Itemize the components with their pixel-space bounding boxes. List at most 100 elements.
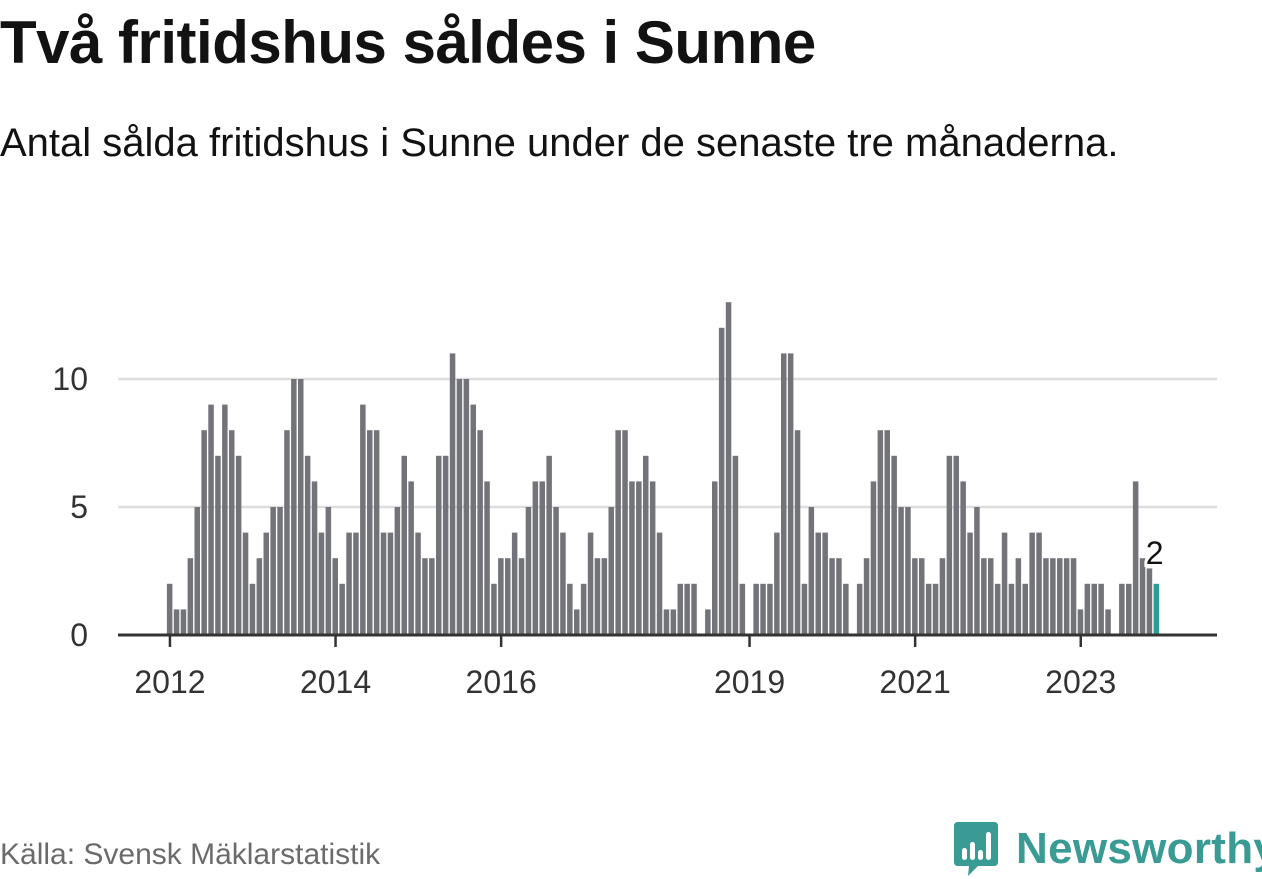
bar xyxy=(1008,583,1015,635)
bar xyxy=(594,558,601,635)
bar xyxy=(815,532,821,635)
bar xyxy=(925,583,932,635)
bar xyxy=(553,507,559,635)
x-tick-label: 2012 xyxy=(134,664,205,700)
bar xyxy=(291,379,297,635)
bar xyxy=(981,558,987,635)
bar xyxy=(215,455,221,635)
bar xyxy=(919,558,925,635)
bar xyxy=(670,609,677,635)
bar xyxy=(643,455,649,635)
bar xyxy=(705,609,711,635)
bar xyxy=(732,455,739,635)
bar xyxy=(470,404,476,635)
bar xyxy=(649,481,656,635)
bar xyxy=(912,558,918,635)
bar xyxy=(774,532,780,635)
bar xyxy=(1084,583,1091,635)
bar xyxy=(1070,558,1077,635)
source-note: Källa: Svensk Mäklarstatistik xyxy=(0,838,381,871)
bar xyxy=(787,353,794,635)
bar xyxy=(560,532,566,635)
bar xyxy=(1091,583,1097,635)
y-tick-label: 0 xyxy=(70,617,88,653)
bar-highlight xyxy=(1153,583,1160,635)
bar xyxy=(960,481,966,635)
bar xyxy=(684,583,690,635)
x-tick-label: 2019 xyxy=(714,664,785,700)
bar xyxy=(511,532,518,635)
bars xyxy=(166,302,1160,635)
bar xyxy=(946,455,953,635)
x-tick-label: 2023 xyxy=(1045,664,1116,700)
bar xyxy=(429,558,435,635)
bar xyxy=(856,583,863,635)
bar xyxy=(277,507,283,635)
bar xyxy=(318,532,325,635)
chart-title: Två fritidshus såldes i Sunne xyxy=(0,9,816,76)
newsworthy-logo-icon xyxy=(954,822,998,876)
y-tick-label: 5 xyxy=(70,489,88,525)
bar xyxy=(760,583,766,635)
bar xyxy=(532,481,539,635)
bar xyxy=(898,507,904,635)
bar xyxy=(1077,609,1084,635)
bar xyxy=(636,481,642,635)
bar-chart: 0 5 10 2012 2014 2016 2019 2021 2023 2 xyxy=(52,302,1217,700)
bar xyxy=(235,455,242,635)
bar xyxy=(1126,583,1132,635)
bar xyxy=(1057,558,1063,635)
bar xyxy=(1029,532,1035,635)
bar xyxy=(1015,558,1022,635)
bar xyxy=(1022,583,1028,635)
bar xyxy=(822,532,828,635)
bar xyxy=(166,583,173,635)
bar xyxy=(477,430,483,635)
bar xyxy=(270,507,276,635)
bar xyxy=(415,532,421,635)
bar xyxy=(877,430,884,635)
bar xyxy=(387,532,394,635)
bar xyxy=(1050,558,1056,635)
bar xyxy=(932,583,939,635)
bar xyxy=(456,379,463,635)
bar xyxy=(249,583,256,635)
bar xyxy=(988,558,994,635)
bar xyxy=(367,430,373,635)
bar xyxy=(794,430,801,635)
bar xyxy=(311,481,318,635)
bar xyxy=(222,404,228,635)
bar xyxy=(1132,481,1139,635)
bar xyxy=(718,327,725,635)
bar xyxy=(518,558,525,635)
x-tick-label: 2014 xyxy=(300,664,371,700)
bar xyxy=(863,558,870,635)
bar xyxy=(953,455,959,635)
bar xyxy=(242,532,249,635)
bar xyxy=(974,507,980,635)
bar xyxy=(546,455,552,635)
bar xyxy=(408,481,414,635)
brand-name: Newsworthy xyxy=(1016,824,1262,873)
bar xyxy=(263,532,269,635)
bar xyxy=(373,430,380,635)
bar xyxy=(870,481,877,635)
bar xyxy=(836,558,842,635)
bar xyxy=(994,583,1001,635)
bar xyxy=(781,353,787,635)
bar xyxy=(201,430,207,635)
bar xyxy=(601,558,608,635)
bar xyxy=(298,379,304,635)
bar xyxy=(1105,609,1111,635)
bar xyxy=(442,455,449,635)
bar xyxy=(725,302,732,635)
bar xyxy=(587,532,594,635)
bar xyxy=(463,379,470,635)
bar xyxy=(256,558,263,635)
bar xyxy=(829,558,835,635)
bar xyxy=(905,507,911,635)
bar xyxy=(304,455,311,635)
bar xyxy=(656,532,663,635)
bar xyxy=(677,583,683,635)
bar xyxy=(939,558,946,635)
